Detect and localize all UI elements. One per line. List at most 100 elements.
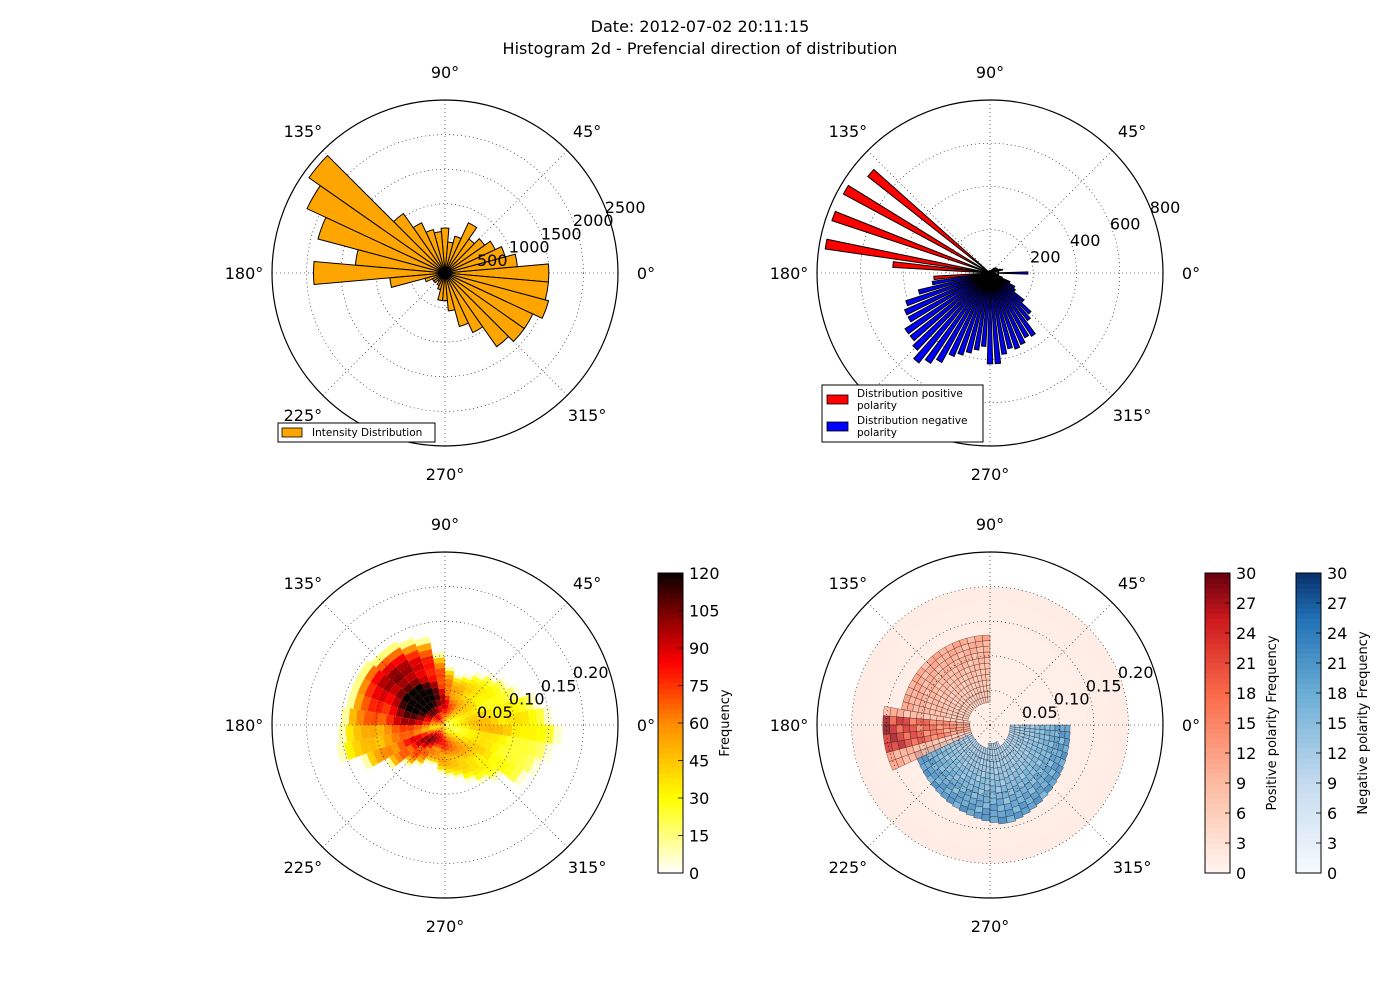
- heatmap-cell: [523, 694, 534, 711]
- colorbar-segment: [658, 768, 683, 774]
- colorbar-tick-label: 18: [1236, 684, 1256, 703]
- colorbar-segment: [1296, 668, 1321, 674]
- angle-tick-label: 45°: [573, 574, 601, 593]
- colorbar-segment: [1205, 788, 1230, 794]
- negative-polarity-bar: [989, 272, 1032, 315]
- heatmap-cell: [402, 710, 412, 719]
- heatmap-cell: [395, 707, 405, 718]
- heatmap-cell: [420, 731, 429, 738]
- heatmap-cell: [519, 725, 530, 740]
- heatmap-cell: [413, 729, 423, 736]
- heatmap-cell: [402, 758, 412, 768]
- heatmap-cell: [445, 725, 451, 730]
- heatmap-cell: [544, 725, 555, 744]
- colorbar-tick-label: 21: [1236, 654, 1256, 673]
- heatmap-cell: [398, 731, 408, 742]
- heatmap-cell: [425, 668, 437, 677]
- heatmap-cell: [452, 726, 461, 731]
- colorbar-segment: [1296, 728, 1321, 734]
- legend-swatch-positive: [826, 394, 849, 405]
- colorbar-segment: [658, 573, 683, 579]
- heatmap-cell: [486, 725, 496, 734]
- heatmap-cell: [431, 687, 440, 695]
- colorbar-segment: [1205, 613, 1230, 619]
- heatmap-cell: [442, 727, 444, 731]
- colorbar-segment: [1296, 818, 1321, 824]
- heatmap-cell: [437, 722, 445, 725]
- heatmap-cell: [450, 688, 458, 694]
- colorbar-segment: [1205, 743, 1230, 749]
- negative-heatmap-cell: [982, 802, 991, 810]
- positive-heatmap-cell: [922, 718, 931, 726]
- colorbar-label: Positive polarity Frequency: [1265, 635, 1280, 810]
- heatmap-cell: [490, 706, 500, 717]
- angle-tick-label: 180°: [770, 716, 809, 735]
- heatmap-cell: [439, 719, 445, 725]
- colorbar-segment: [658, 808, 683, 814]
- heatmap-cell: [457, 743, 465, 751]
- heatmap-cell: [448, 732, 452, 738]
- angular-gridline: [989, 724, 1113, 848]
- heatmap-cell: [368, 725, 378, 739]
- heatmap-cell: [447, 717, 451, 722]
- heatmap-cell: [450, 719, 457, 723]
- legend-label-intensity: Intensity Distribution: [312, 427, 422, 439]
- positive-polarity-bar: [842, 184, 991, 274]
- heatmap-cell: [446, 717, 449, 722]
- positive-heatmap-cell: [916, 718, 924, 726]
- colorbar-segment: [1205, 828, 1230, 834]
- positive-polarity-bar: [892, 261, 991, 274]
- colorbar-segment: [1205, 638, 1230, 644]
- colorbar-segment: [658, 628, 683, 634]
- radial-gridline: [859, 142, 1121, 404]
- heatmap-cell: [447, 739, 452, 745]
- heatmap-cell: [432, 727, 440, 732]
- heatmap-cell: [437, 762, 445, 767]
- heatmap-cell: [469, 762, 480, 773]
- negative-polarity-bar: [989, 272, 1016, 292]
- positive-heatmap-cell: [963, 722, 971, 726]
- polar-frame: [271, 99, 619, 447]
- radial-gridline: [340, 620, 550, 830]
- intensity-bar: [444, 240, 496, 274]
- heatmap-cell: [445, 735, 448, 740]
- colorbar-segment: [1205, 848, 1230, 854]
- heatmap-cell: [529, 691, 541, 710]
- heatmap-cell: [414, 725, 423, 731]
- heatmap-cell: [455, 716, 462, 721]
- colorbar-segment: [1296, 843, 1321, 849]
- colorbar-segment: [658, 578, 683, 584]
- heatmap-cell: [455, 691, 463, 698]
- heatmap-cell: [471, 713, 480, 721]
- colorbar-segment: [1296, 723, 1321, 729]
- heatmap-cell: [436, 699, 442, 707]
- colorbar-segment: [1205, 868, 1230, 874]
- heatmap-cell: [445, 721, 448, 725]
- colorbar-tick-label: 120: [689, 564, 720, 583]
- colorbar-segment: [1205, 618, 1230, 624]
- positive-heatmap-cell: [929, 724, 937, 731]
- intensity-bar: [444, 272, 550, 319]
- heatmap-cell: [451, 684, 459, 691]
- positive-heatmap-cell: [889, 733, 898, 743]
- heatmap-cell: [451, 702, 457, 708]
- heatmap-cell: [472, 766, 484, 777]
- heatmap-cell: [418, 710, 427, 718]
- heatmap-cell: [482, 731, 492, 742]
- heatmap-cell: [374, 700, 385, 714]
- colorbar-tick-label: 105: [689, 602, 720, 621]
- heatmap-cell: [404, 671, 418, 683]
- heatmap-cell: [458, 759, 468, 767]
- colorbar-segment: [1205, 738, 1230, 744]
- heatmap-cell: [406, 730, 416, 739]
- positive-heatmap-cell: [929, 714, 938, 721]
- heatmap-cell: [452, 765, 462, 772]
- angle-tick-label: 45°: [573, 122, 601, 141]
- heatmap-cell: [453, 725, 462, 728]
- heatmap-cell: [426, 737, 433, 744]
- heatmap-cell: [433, 735, 439, 740]
- heatmap-cell: [478, 725, 488, 733]
- heatmap-cell: [445, 699, 450, 705]
- positive-polarity-bar: [831, 210, 991, 274]
